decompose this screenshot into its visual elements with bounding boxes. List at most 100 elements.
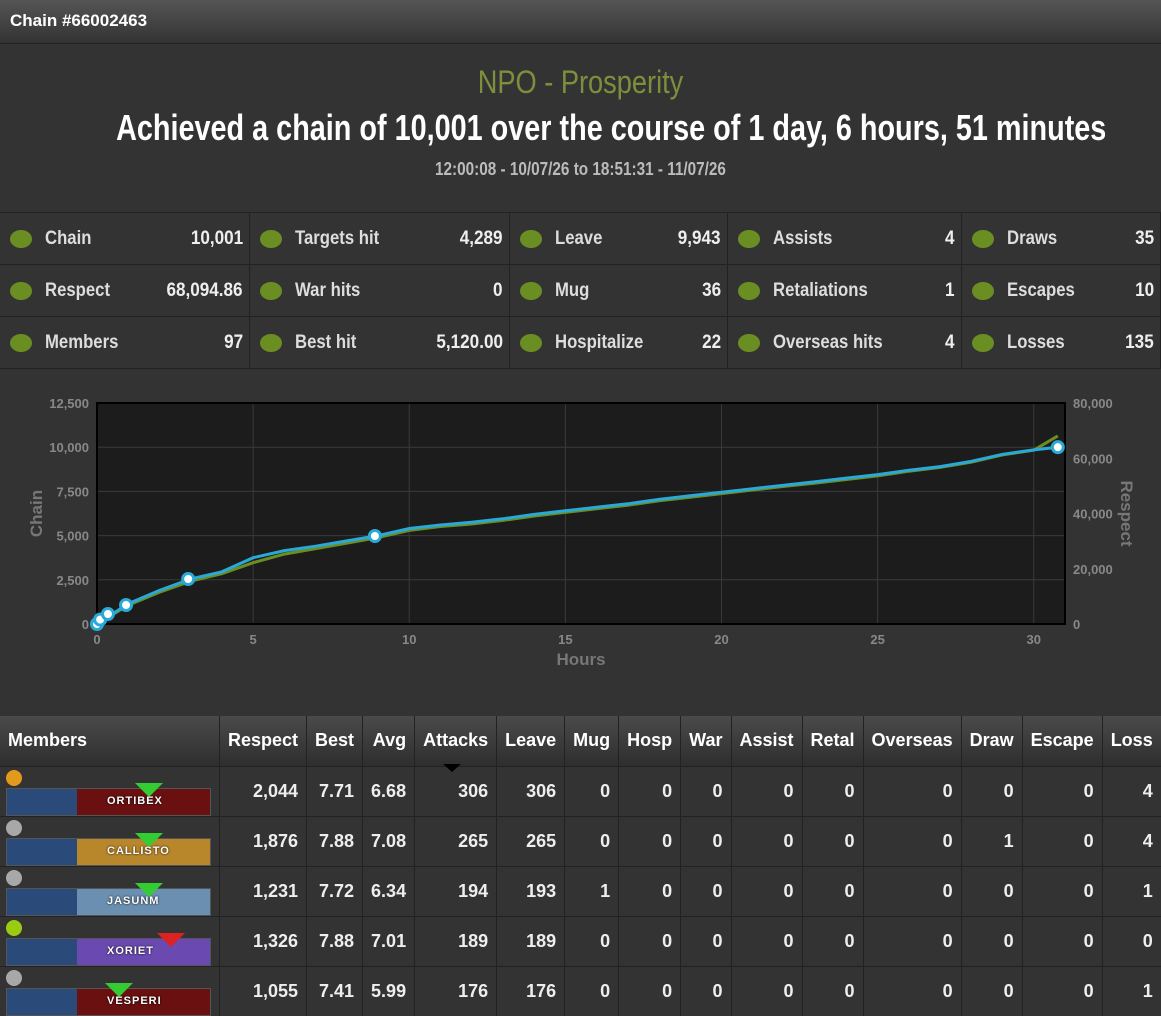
stat: Best hit 5,120.00 <box>250 317 510 368</box>
member-row: VESPERI 1,055 7.41 5.99 176 176 0 0 0 0 0 0 0 0 1 <box>0 965 1161 1016</box>
column-header[interactable]: Draw <box>961 716 1023 766</box>
stat: Mug 36 <box>510 265 728 316</box>
members-table: Members Respect Best Avg Attacks Leave Mug Hosp… <box>0 716 1161 1016</box>
x-axis-title: Hours <box>556 650 605 669</box>
cell: 5.99 <box>362 965 416 1016</box>
stat-label: Overseas hits <box>773 331 883 353</box>
stat-row: Chain 10,001 Targets hit 4,289 Leave 9,943 Ass… <box>0 213 1161 265</box>
stats: Chain 10,001 Targets hit 4,289 Leave 9,943 Ass… <box>0 212 1161 369</box>
stat-value: 4,289 <box>460 227 503 249</box>
y2-tick-label: 0 <box>1073 617 1080 632</box>
column-header[interactable]: Mug <box>564 716 620 766</box>
column-header[interactable]: Members <box>0 716 220 766</box>
column-header[interactable]: Assist <box>731 716 803 766</box>
member-banner[interactable]: ORTIBEX <box>6 782 211 816</box>
column-header[interactable]: Respect <box>219 716 308 766</box>
column-header[interactable]: Avg <box>362 716 416 766</box>
cell: 7.71 <box>306 765 364 816</box>
stat-label: Respect <box>45 279 111 301</box>
column-header[interactable]: Leave <box>496 716 566 766</box>
member-cell: VESPERI <box>0 965 220 1016</box>
column-header[interactable]: War <box>680 716 732 766</box>
stat-label: Targets hit <box>295 227 380 249</box>
stat-icon <box>520 229 542 248</box>
stat-row: Members 97 Best hit 5,120.00 Hospitalize 22 Ov… <box>0 317 1161 369</box>
page-title: Chain #66002463 <box>10 11 148 30</box>
stat-value: 135 <box>1125 331 1154 353</box>
stat-icon <box>260 229 282 248</box>
x-tick-label: 0 <box>93 632 100 647</box>
y-tick-label: 10,000 <box>49 440 89 455</box>
line <box>96 445 1058 626</box>
cell: 0 <box>680 765 732 816</box>
stat: Retaliations 1 <box>728 265 962 316</box>
cell: 2,044 <box>219 765 308 816</box>
column-header[interactable]: Loss <box>1102 716 1161 766</box>
member-banner[interactable]: VESPERI <box>6 982 211 1016</box>
member-banner[interactable]: XORIET <box>6 932 211 966</box>
chart: 0 2,500 5,000 7,500 10,000 12,500 0 20,000 40,00… <box>0 369 1161 716</box>
cell: 1,231 <box>219 865 308 916</box>
stat: Overseas hits 4 <box>728 317 962 368</box>
x-tick-label: 30 <box>1027 632 1041 647</box>
cell: 176 <box>496 965 566 1016</box>
stat-icon <box>10 229 32 248</box>
cell: 0 <box>1022 965 1103 1016</box>
cell: 1,326 <box>219 915 308 966</box>
stat-value: 10 <box>1134 279 1154 301</box>
stat-label: Leave <box>555 227 603 249</box>
cell: 7.88 <box>306 815 364 866</box>
column-header[interactable]: Overseas <box>863 716 962 766</box>
column-header[interactable]: Hosp <box>618 716 682 766</box>
cell: 189 <box>496 915 566 966</box>
stat-value: 4 <box>945 227 955 249</box>
cell: 0 <box>802 965 864 1016</box>
point <box>100 606 115 621</box>
x-tick-label: 20 <box>714 632 728 647</box>
x-tick-label: 25 <box>870 632 884 647</box>
cell: 0 <box>863 915 962 966</box>
point <box>181 572 196 587</box>
column-header[interactable]: Best <box>306 716 364 766</box>
member-name: XORIET <box>107 944 154 957</box>
column-header[interactable]: Retal <box>802 716 864 766</box>
cell: 1,876 <box>219 815 308 866</box>
stat-value: 22 <box>701 331 721 353</box>
cell: 0 <box>1022 815 1103 866</box>
status-dot <box>6 869 22 886</box>
stat-label: Losses <box>1007 331 1065 353</box>
stat-label: Chain <box>45 227 92 249</box>
cell: 0 <box>618 965 682 1016</box>
faction: NPO - Prosperity <box>477 64 684 100</box>
column-header[interactable]: Attacks <box>414 716 498 772</box>
stat: Chain 10,001 <box>0 213 250 264</box>
stat: Leave 9,943 <box>510 213 728 264</box>
cell: 306 <box>414 765 498 816</box>
cell: 0 <box>863 765 962 816</box>
cell: 0 <box>1022 765 1103 816</box>
cell: 265 <box>414 815 498 866</box>
member-cell: CALLISTO <box>0 815 220 866</box>
cell: 1 <box>961 815 1023 866</box>
cell: 0 <box>802 765 864 816</box>
member-row: CALLISTO 1,876 7.88 7.08 265 265 0 0 0 0 0 0 1 0 4 <box>0 815 1161 866</box>
cell: 0 <box>961 965 1023 1016</box>
member-banner[interactable]: CALLISTO <box>6 832 211 866</box>
status-dot <box>6 769 22 786</box>
cell: 0 <box>731 965 803 1016</box>
point <box>367 529 382 544</box>
sort-arrow <box>443 763 462 772</box>
cell: 1 <box>564 865 620 916</box>
stat-value: 4 <box>945 331 955 353</box>
cell: 0 <box>680 915 732 966</box>
stat-label: Members <box>45 331 119 353</box>
member-name: VESPERI <box>107 994 162 1007</box>
member-banner[interactable]: JASUNM <box>6 882 211 916</box>
cell: 0 <box>863 865 962 916</box>
stat: Assists 4 <box>728 213 962 264</box>
y-tick-label: 7,500 <box>56 484 89 499</box>
cell: 0 <box>564 965 620 1016</box>
stat-value: 35 <box>1134 227 1154 249</box>
rank-arrow <box>157 932 185 947</box>
column-header[interactable]: Escape <box>1022 716 1103 766</box>
